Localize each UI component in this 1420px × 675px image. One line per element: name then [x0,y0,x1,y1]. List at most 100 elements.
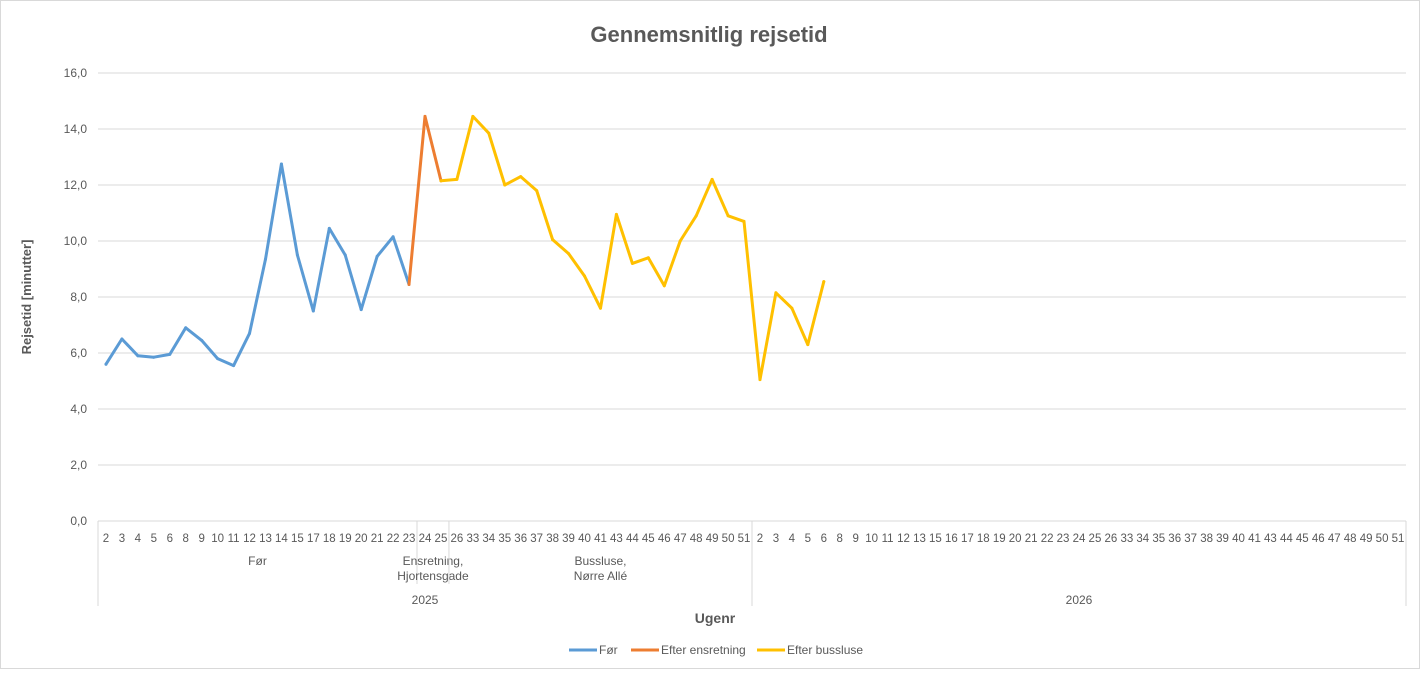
x-tick-label: 46 [1312,533,1325,545]
x-tick-label: 19 [339,533,352,545]
x-tick-label: 24 [419,533,432,545]
x-tick-label: 37 [530,533,543,545]
data-point [232,364,236,368]
data-point [726,214,730,218]
data-point [503,183,507,187]
x-tick-label: 18 [977,533,990,545]
data-point [614,212,618,216]
series-line-1 [407,114,443,286]
x-tick-label: 43 [610,533,623,545]
data-point [822,280,826,284]
x-tick-label: 41 [594,533,607,545]
period-label: Før [248,554,267,568]
x-tick-label: 6 [167,533,173,545]
y-tick-label: 4,0 [70,402,87,416]
data-point [678,239,682,243]
year-label: 2026 [1066,593,1093,607]
x-tick-label: 5 [805,533,811,545]
x-tick-label: 50 [722,533,735,545]
data-point [471,114,475,118]
x-tick-label: 19 [993,533,1006,545]
period-label: Bussluse, Nørre Allé [574,554,628,583]
data-point [439,179,443,183]
data-point [136,354,140,358]
x-tick-label: 34 [482,533,495,545]
data-point [359,308,363,312]
data-point [120,337,124,341]
x-tick-label: 25 [435,533,448,545]
x-tick-label: 33 [466,533,479,545]
data-point [535,189,539,193]
data-point [343,253,347,257]
x-tick-label: 9 [198,533,204,545]
x-tick-label: 14 [275,533,288,545]
x-tick-label: 13 [913,533,926,545]
legend-label: Efter bussluse [787,643,863,657]
legend-label: Før [599,643,618,657]
y-tick-label: 8,0 [70,290,87,304]
series-line-2 [439,114,826,382]
x-tick-label: 24 [1073,533,1086,545]
x-tick-label: 2 [757,533,763,545]
x-tick-label: 6 [821,533,827,545]
x-tick-label: 10 [211,533,224,545]
period-label: Ensretning, Hjortensgade [397,554,469,583]
y-axis-label: Rejsetid [minutter] [19,240,34,355]
x-tick-label: 36 [1168,533,1181,545]
data-point [152,355,156,359]
data-point [327,226,331,230]
x-tick-label: 23 [403,533,416,545]
data-point [391,235,395,239]
x-tick-label: 43 [1264,533,1277,545]
x-tick-label: 23 [1057,533,1070,545]
x-tick-label: 22 [1041,533,1054,545]
y-tick-label: 2,0 [70,458,87,472]
x-tick-label: 51 [1392,533,1405,545]
x-tick-label: 15 [929,533,942,545]
x-tick-label: 22 [387,533,400,545]
data-point [790,306,794,310]
x-tick-label: 48 [1344,533,1357,545]
x-tick-label: 20 [355,533,368,545]
x-tick-label: 45 [642,533,655,545]
x-tick-label: 47 [1328,533,1341,545]
y-tick-label: 16,0 [64,66,88,80]
data-point [423,114,427,118]
x-tick-label: 17 [961,533,974,545]
data-point [646,256,650,260]
x-tick-label: 41 [1248,533,1261,545]
x-tick-label: 26 [1105,533,1118,545]
data-point [104,362,108,366]
x-axis-label: Ugenr [695,610,736,626]
x-tick-label: 21 [371,533,384,545]
x-tick-label: 40 [578,533,591,545]
x-tick-label: 51 [738,533,751,545]
data-point [662,284,666,288]
data-point [551,238,555,242]
x-tick-label: 44 [626,533,639,545]
x-tick-label: 35 [498,533,511,545]
x-tick-label: 15 [291,533,304,545]
data-point [311,309,315,313]
x-tick-label: 47 [674,533,687,545]
data-point [295,253,299,257]
y-tick-label: 10,0 [64,234,88,248]
data-point [248,331,252,335]
x-tick-label: 16 [945,533,958,545]
data-point [567,252,571,256]
x-tick-label: 9 [852,533,858,545]
x-tick-label: 25 [1089,533,1102,545]
x-tick-label: 18 [323,533,336,545]
series-line-0 [104,162,411,368]
x-tick-label: 34 [1136,533,1149,545]
x-tick-label: 5 [151,533,157,545]
y-tick-label: 0,0 [70,514,87,528]
x-tick-label: 49 [1360,533,1373,545]
data-point [455,177,459,181]
x-tick-label: 11 [228,533,240,545]
x-tick-label: 4 [135,533,142,545]
x-tick-label: 40 [1232,533,1245,545]
x-tick-label: 37 [1184,533,1197,545]
x-tick-label: 38 [1200,533,1213,545]
